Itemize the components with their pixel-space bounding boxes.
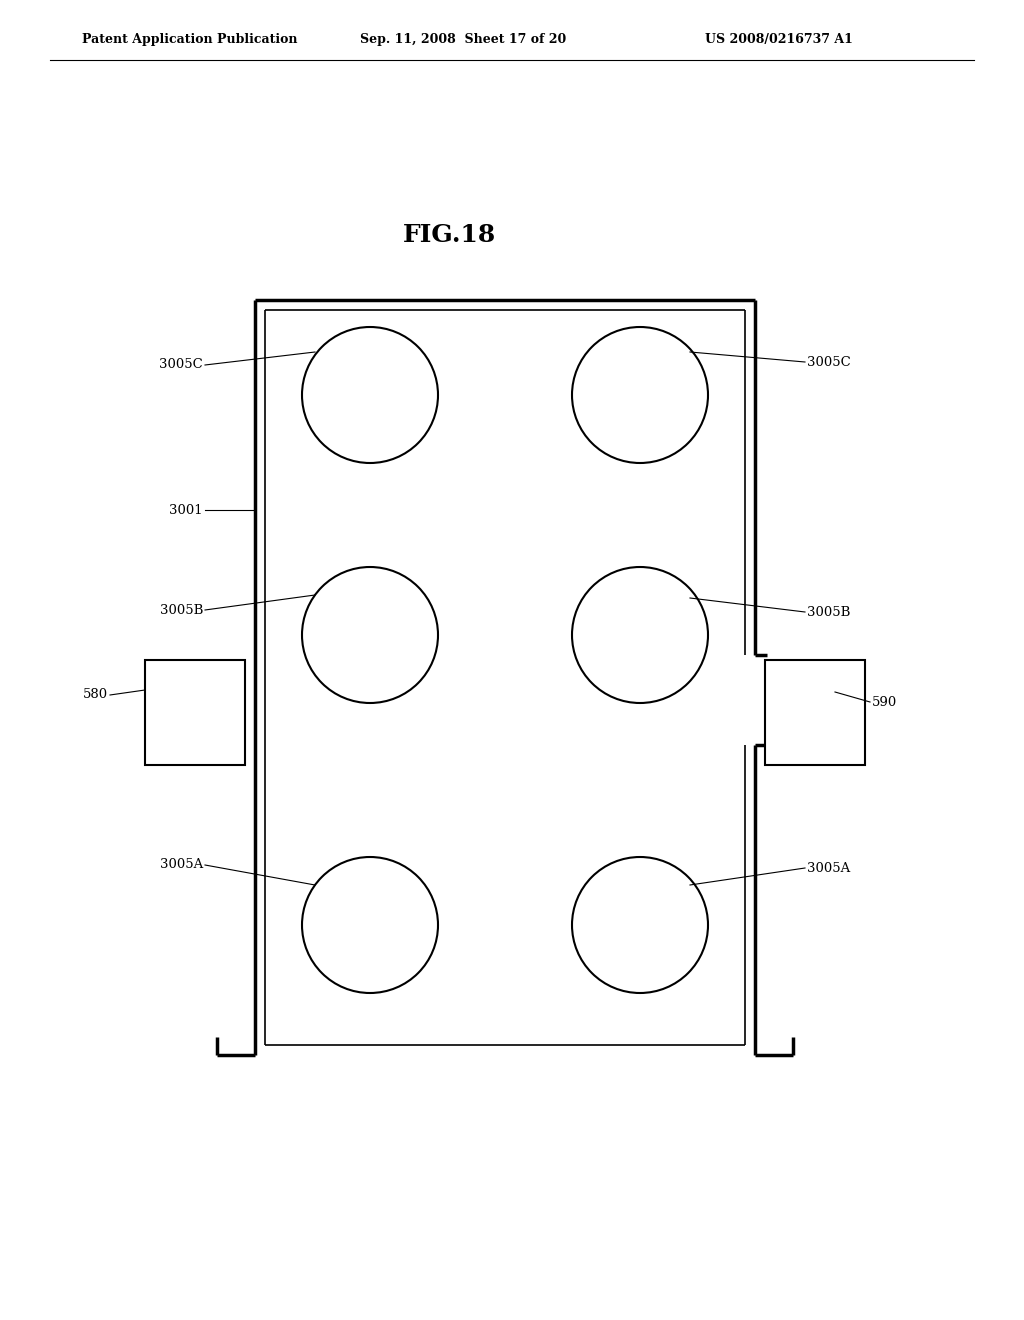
Text: 3005C: 3005C xyxy=(160,359,203,371)
Text: 3005B: 3005B xyxy=(160,603,203,616)
Bar xyxy=(765,660,865,766)
Text: 3005A: 3005A xyxy=(160,858,203,871)
Text: FIG.18: FIG.18 xyxy=(403,223,497,247)
Text: 590: 590 xyxy=(872,696,897,709)
Bar xyxy=(145,660,245,766)
Text: 3005C: 3005C xyxy=(807,355,851,368)
Text: 580: 580 xyxy=(83,689,108,701)
Text: Patent Application Publication: Patent Application Publication xyxy=(82,33,298,46)
Text: 3001: 3001 xyxy=(169,503,203,516)
Text: Sep. 11, 2008  Sheet 17 of 20: Sep. 11, 2008 Sheet 17 of 20 xyxy=(360,33,566,46)
Text: 3005A: 3005A xyxy=(807,862,850,875)
Text: 3005B: 3005B xyxy=(807,606,850,619)
Text: US 2008/0216737 A1: US 2008/0216737 A1 xyxy=(705,33,853,46)
